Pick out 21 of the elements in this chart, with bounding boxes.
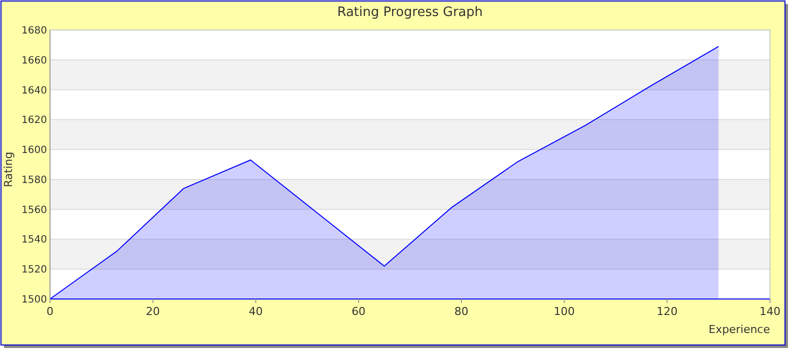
x-tick-label: 20: [146, 305, 160, 318]
y-tick-label: 1520: [22, 264, 47, 276]
x-tick-label: 120: [656, 305, 678, 318]
y-tick-label: 1640: [22, 85, 47, 96]
y-tick-label: 1560: [22, 204, 47, 216]
x-tick-label: 0: [46, 305, 54, 318]
x-axis-title: Experience: [708, 323, 770, 336]
x-tick-label: 100: [554, 305, 575, 318]
y-tick-label: 1680: [22, 26, 47, 36]
chart-title: Rating Progress Graph: [337, 5, 483, 20]
y-tick-label: 1660: [22, 55, 47, 66]
y-tick-label: 1600: [22, 145, 47, 156]
y-axis-title: Rating: [2, 152, 15, 188]
y-tick-label: 1500: [22, 294, 47, 306]
y-tick-label: 1540: [22, 234, 47, 246]
x-tick-label: 40: [248, 305, 263, 318]
y-tick-label: 1580: [22, 174, 47, 186]
x-tick-label: 80: [454, 305, 468, 318]
x-tick-label: 140: [760, 305, 780, 318]
y-tick-label: 1620: [22, 115, 47, 126]
x-tick-label: 60: [352, 305, 366, 318]
